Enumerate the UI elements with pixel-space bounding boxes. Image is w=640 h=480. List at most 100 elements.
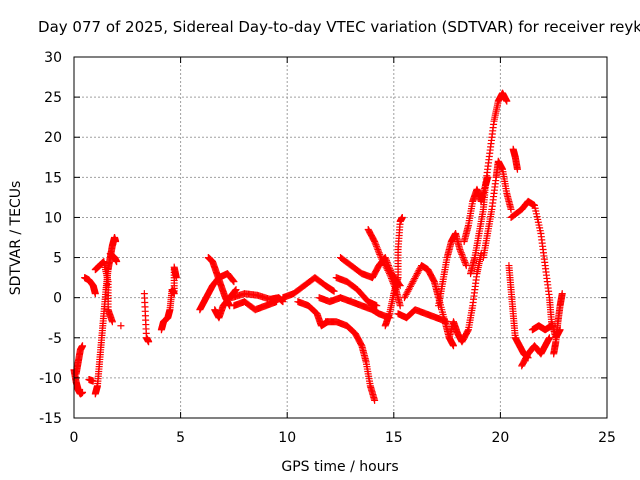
x-tick-label: 0 bbox=[70, 430, 79, 446]
y-tick-label: 20 bbox=[44, 130, 62, 146]
data-point bbox=[386, 270, 394, 278]
data-point bbox=[558, 290, 566, 298]
y-tick-label: 10 bbox=[44, 210, 62, 226]
data-point bbox=[108, 318, 116, 326]
data-point bbox=[376, 252, 384, 260]
y-tick-label: 0 bbox=[53, 291, 62, 307]
series-track-02 bbox=[72, 342, 87, 378]
y-tick-label: 15 bbox=[44, 170, 62, 186]
data-point bbox=[396, 302, 404, 310]
series-track-26 bbox=[435, 229, 470, 310]
data-point bbox=[378, 255, 386, 263]
y-tick-label: -10 bbox=[39, 371, 62, 387]
data-point bbox=[373, 244, 381, 252]
y-tick-label: 30 bbox=[44, 50, 62, 66]
data-point bbox=[413, 270, 421, 278]
x-tick-label: 20 bbox=[491, 430, 509, 446]
data-point bbox=[507, 205, 515, 213]
data-point bbox=[382, 263, 390, 271]
data-point bbox=[458, 250, 466, 258]
data-point bbox=[548, 322, 556, 330]
data-point bbox=[232, 286, 240, 294]
data-point bbox=[414, 268, 422, 276]
series-track-15 bbox=[230, 298, 281, 314]
data-point bbox=[172, 274, 180, 282]
y-tick-label: -5 bbox=[48, 331, 62, 347]
data-point bbox=[387, 273, 395, 281]
series-track-22 bbox=[364, 225, 404, 310]
plot-frame bbox=[73, 56, 608, 419]
data-point bbox=[375, 249, 383, 257]
data-point bbox=[449, 342, 457, 350]
data-point bbox=[459, 254, 467, 262]
data-point bbox=[374, 246, 382, 254]
data-point bbox=[462, 260, 470, 268]
series-track-34 bbox=[518, 334, 553, 370]
data-point bbox=[145, 338, 153, 346]
axis-ticks: 0 5 10 15 20 25 -15 -10 -5 0 5 10 15 20 25 30 bbox=[39, 50, 616, 446]
data-point bbox=[387, 274, 395, 282]
x-tick-label: 5 bbox=[176, 430, 185, 446]
series-track-07 bbox=[106, 250, 121, 266]
data-point bbox=[410, 276, 418, 284]
data-point bbox=[373, 302, 381, 310]
data-point bbox=[405, 286, 413, 294]
data-point bbox=[112, 238, 120, 246]
data-point bbox=[457, 249, 465, 257]
y-tick-label: -15 bbox=[39, 411, 62, 427]
data-point bbox=[91, 290, 99, 298]
data-point bbox=[407, 281, 415, 289]
data-point bbox=[386, 271, 394, 279]
series-track-16 bbox=[279, 274, 338, 302]
data-point bbox=[503, 97, 511, 105]
data-point bbox=[513, 165, 521, 173]
series-track-36 bbox=[550, 290, 566, 358]
data-point bbox=[403, 289, 411, 297]
data-point bbox=[398, 213, 406, 221]
data-point bbox=[371, 238, 379, 246]
series-track-18 bbox=[322, 318, 379, 404]
series-track-29 bbox=[467, 89, 511, 278]
data-point bbox=[404, 287, 412, 295]
data-point bbox=[381, 262, 389, 270]
series-track-13 bbox=[211, 286, 240, 322]
data-point bbox=[79, 342, 87, 350]
data-point bbox=[371, 239, 379, 247]
data-point bbox=[458, 252, 466, 260]
data-point bbox=[411, 274, 419, 282]
data-point bbox=[385, 268, 393, 276]
data-point bbox=[374, 247, 382, 255]
data-point bbox=[372, 241, 380, 249]
data-point bbox=[545, 334, 553, 342]
data-point bbox=[401, 292, 409, 300]
series-track-23 bbox=[381, 213, 406, 330]
data-point bbox=[117, 322, 125, 330]
data-point bbox=[273, 298, 281, 306]
data-point bbox=[400, 294, 408, 302]
series-track-30 bbox=[479, 157, 515, 262]
data-point bbox=[402, 290, 410, 298]
data-point bbox=[330, 287, 338, 295]
series-track-27 bbox=[445, 250, 485, 346]
data-point bbox=[408, 279, 416, 287]
series-track-20 bbox=[332, 274, 381, 310]
data-point bbox=[460, 257, 468, 265]
data-point bbox=[388, 276, 396, 284]
x-axis-label: GPS time / hours bbox=[281, 459, 398, 475]
data-point bbox=[229, 276, 237, 284]
data-point bbox=[406, 282, 414, 290]
data-point bbox=[376, 250, 384, 258]
data-point bbox=[456, 246, 464, 254]
y-tick-label: 5 bbox=[53, 251, 62, 267]
data-point bbox=[377, 254, 385, 262]
series-track-19 bbox=[315, 294, 394, 322]
series-track-33 bbox=[509, 145, 521, 173]
data-point bbox=[373, 242, 381, 250]
data-point bbox=[379, 257, 387, 265]
data-point bbox=[457, 247, 465, 255]
chart-title: Day 077 of 2025, Sidereal Day-to-day VTE… bbox=[38, 18, 640, 36]
x-tick-label: 25 bbox=[598, 430, 616, 446]
data-point bbox=[380, 260, 388, 268]
data-point bbox=[412, 271, 420, 279]
